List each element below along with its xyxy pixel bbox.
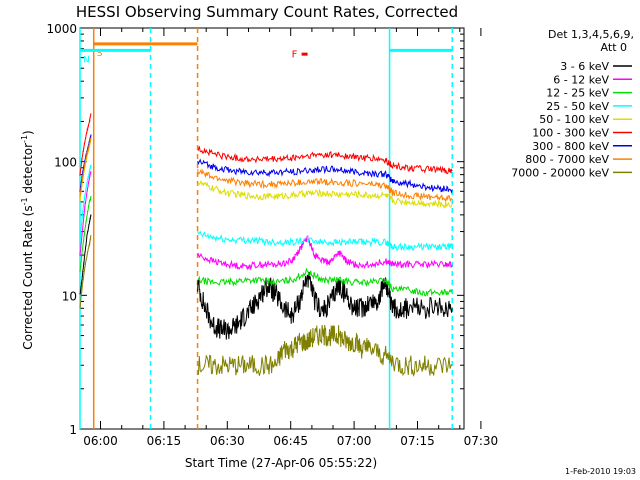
x-tick-label: 07:15 [400,434,435,448]
legend-header-attenuator: Att 0 [601,41,627,54]
y-axis-label-mid: detector [21,143,35,198]
y-tick-label: 10 [62,289,77,303]
state-bar-label: S [97,49,103,59]
legend-entry-label: 25 - 50 keV [546,100,609,113]
series-line [79,113,92,176]
x-tick-label: 07:00 [337,434,372,448]
x-tick-label: 06:15 [147,434,182,448]
x-tick-label: 06:00 [83,434,118,448]
flare-flag-label: F [292,50,298,61]
y-axis-label-end: ) [21,130,35,135]
chart-title: HESSI Observing Summary Count Rates, Cor… [76,3,458,21]
series-line [197,146,453,175]
date-stamp: 1-Feb-2010 19:03 [565,467,636,476]
series-line [197,267,453,297]
series-line [197,271,453,340]
y-axis-label-sup1: -1 [20,197,29,205]
legend-entry-label: 800 - 7000 keV [525,153,609,166]
series-line [79,214,92,295]
svg-text:Corrected Count Rate (s-1 dete: Corrected Count Rate (s-1 detector-1) [20,130,35,349]
y-tick-label: 1 [69,423,77,437]
y-axis-label-sup2: -1 [20,135,29,143]
legend-entry-label: 7000 - 20000 keV [511,166,609,179]
series-line [79,235,92,310]
series-line [197,168,453,203]
legend-entry-label: 3 - 6 keV [560,60,609,73]
series-line [79,196,92,273]
y-axis-label: Corrected Count Rate (s-1 detector-1) [20,130,35,349]
legend-entry-label: 6 - 12 keV [553,73,609,86]
y-axis-label-main: Corrected Count Rate (s [21,205,35,349]
series-line [79,137,92,202]
series-line [197,158,453,194]
state-bar-label: N [83,55,90,65]
series-line [79,170,92,257]
x-tick-label: 06:45 [273,434,308,448]
plot-area: 1 10 100 1000 06:00 06:15 06:30 06:45 07:00 07:15… [46,22,498,448]
series-line [197,230,453,252]
series-line [197,324,453,378]
x-tick-label: 06:30 [210,434,245,448]
flare-flag-mark [301,52,308,56]
series-line [197,179,453,209]
series-line [79,137,92,197]
y-tick-label: 1000 [46,22,77,36]
series-line [79,164,92,242]
series-line [197,235,453,271]
x-axis-label: Start Time (27-Apr-06 05:55:22) [185,456,377,470]
x-tick-label: 07:30 [464,434,499,448]
legend-header-detectors: Det 1,3,4,5,6,9, [548,28,634,41]
legend-entry-label: 12 - 25 keV [546,87,609,100]
y-tick-label: 100 [54,156,77,170]
legend-entry-label: 300 - 800 keV [532,140,609,153]
legend-entry-label: 100 - 300 keV [532,127,609,140]
legend-entry-label: 50 - 100 keV [539,113,609,126]
